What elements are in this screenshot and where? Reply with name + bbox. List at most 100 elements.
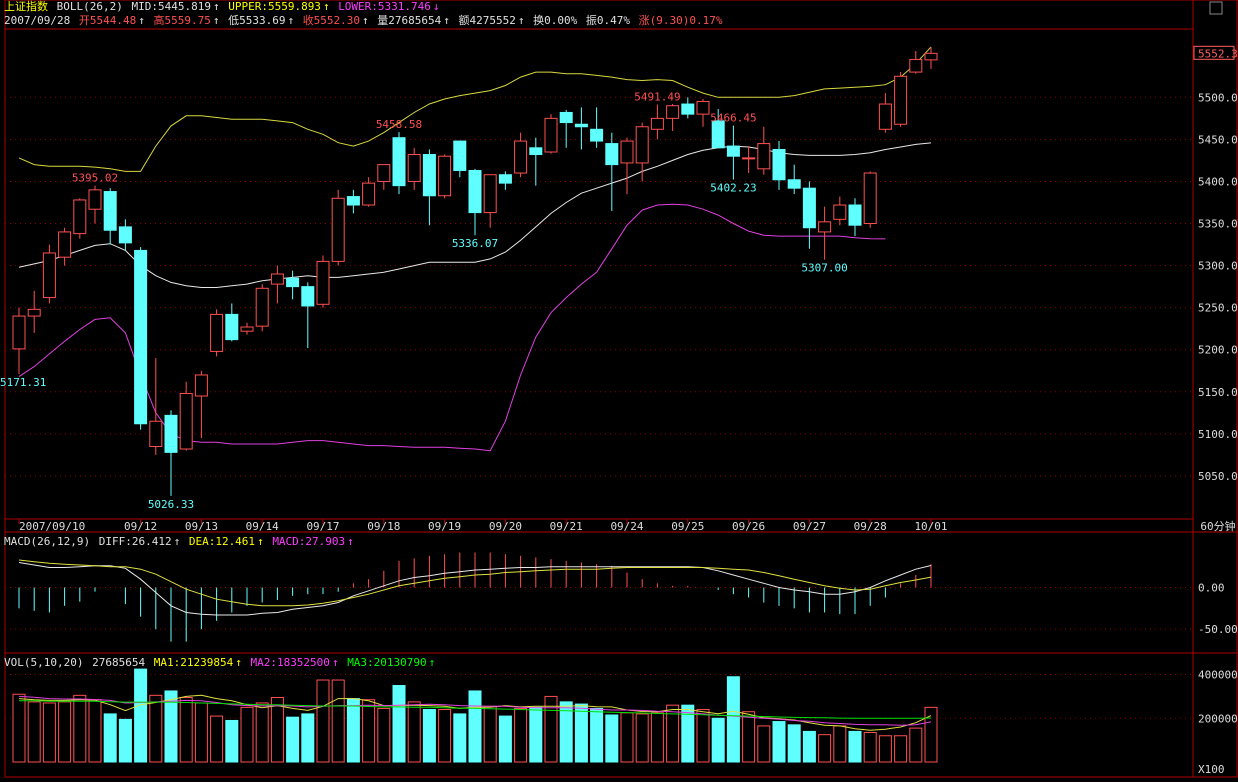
candle-body-up	[42, 252, 56, 299]
macd-params[interactable]: MACD(26,12,9)	[4, 535, 91, 548]
boll-mid-value: MID:5445.819	[131, 0, 211, 13]
volume-bar-up	[316, 679, 330, 763]
macd-dea-line	[18, 559, 932, 607]
candle-body-up	[58, 231, 72, 258]
candle-body-up	[240, 326, 254, 332]
time-tick-label: 09/20	[489, 520, 522, 533]
candle-body-up	[27, 308, 41, 317]
candle-body-down	[164, 414, 178, 453]
time-tick-label: 09/26	[732, 520, 765, 533]
candle-body-up	[666, 105, 680, 119]
candle-body-up	[194, 374, 208, 397]
volume-bar-down	[590, 707, 604, 763]
index-title[interactable]: 上证指数	[4, 0, 48, 13]
volume-bar-up	[635, 713, 649, 763]
candle-body-up	[270, 273, 284, 285]
arrow-up-icon: ↑	[138, 14, 145, 27]
candle-body-down	[468, 170, 482, 214]
quote-date: 2007/09/28	[4, 14, 71, 27]
quote-low: 低5533.69	[228, 14, 286, 27]
volume-bar-down	[559, 701, 573, 763]
price-tick-label: 5500.00	[1198, 91, 1238, 104]
candle-body-down	[134, 249, 148, 425]
indicator-name[interactable]: BOLL(26,2)	[56, 0, 123, 13]
price-tick-label: 5200.00	[1198, 344, 1238, 357]
quote-turnover: 换0.00%	[533, 14, 578, 27]
volume-bar-up	[240, 706, 254, 763]
candle-body-down	[498, 174, 512, 184]
volume-bar-up	[58, 701, 72, 763]
time-tick-label: 09/28	[854, 520, 887, 533]
volume-bar-up	[818, 734, 832, 763]
candle-body-up	[362, 182, 376, 206]
volume-bar-down	[164, 690, 178, 763]
vol-params[interactable]: VOL(5,10,20)	[4, 656, 84, 669]
candle-body-down	[103, 191, 117, 231]
extreme-annotation: 5491.49	[634, 90, 680, 103]
candle-body-down	[787, 179, 801, 189]
volume-bar-down	[574, 703, 588, 763]
extreme-annotation: 5307.00	[801, 262, 847, 275]
volume-bar-up	[894, 735, 908, 763]
extreme-annotation: 5336.07	[452, 237, 498, 250]
last-price-tag	[1193, 45, 1235, 60]
candle-body-down	[422, 154, 436, 197]
candle-body-up	[544, 117, 558, 153]
arrow-down-icon: ↓	[432, 0, 440, 13]
volume-bar-up	[377, 707, 391, 763]
macd-header: MACD(26,12,9) DIFF:26.412 ↑ DEA:12.461 ↑ M…	[4, 535, 356, 549]
main-header: 上证指数 BOLL(26,2) MID:5445.819 ↑ UPPER:5559…	[4, 0, 442, 14]
candle-body-up	[818, 221, 832, 233]
volume-bar-down	[529, 706, 543, 763]
candle-body-up	[179, 392, 193, 450]
candle-body-down	[559, 111, 573, 124]
macd-dea-value: DEA:12.461	[188, 535, 256, 548]
macd-value: MACD:27.903	[272, 535, 346, 548]
volume-bar-up	[833, 725, 847, 763]
volume-bar-up	[331, 679, 345, 763]
arrow-up-icon: ↑	[212, 0, 220, 13]
candle-body-down	[574, 123, 588, 128]
candle-body-up	[696, 101, 710, 115]
arrow-up-icon: ↑	[362, 14, 369, 27]
quote-close: 收5552.30	[302, 14, 361, 27]
volume-bar-down	[134, 668, 148, 763]
price-tick-label: 5400.00	[1198, 175, 1238, 188]
vol-value: 27685654	[92, 656, 146, 669]
last-price-label: 5552.3	[1198, 47, 1238, 60]
candle-body-down	[711, 120, 725, 149]
time-tick-label: 09/27	[793, 520, 826, 533]
time-tick-label: 09/25	[671, 520, 704, 533]
volume-bar-up	[438, 709, 452, 763]
vol-unit-label: X100	[1198, 763, 1225, 776]
quote-header: 2007/09/28 开5544.48 ↑ 高5559.75 ↑ 低5533.69 ↑…	[4, 14, 725, 28]
time-tick-label: 09/12	[124, 520, 157, 533]
outer-frame	[4, 0, 1238, 778]
quote-amount: 额4275552	[458, 14, 516, 27]
volume-bar-down	[118, 718, 132, 763]
volume-bar-down	[103, 713, 117, 763]
candle-body-down	[605, 143, 619, 166]
candle-body-up	[149, 420, 163, 447]
volume-bar-down	[301, 713, 315, 763]
volume-bar-down	[726, 676, 740, 763]
price-tick-label: 5300.00	[1198, 260, 1238, 273]
quote-open: 开5544.48	[78, 14, 137, 27]
volume-bar-down	[225, 719, 239, 763]
candle-body-up	[88, 189, 102, 210]
volume-bar-up	[194, 702, 208, 763]
price-tick-label: 5100.00	[1198, 428, 1238, 441]
volume-bar-down	[422, 709, 436, 763]
volume-bar-down	[286, 716, 300, 763]
extreme-annotation: 5395.02	[72, 172, 118, 185]
volume-bar-up	[742, 711, 756, 763]
volume-bar-up	[620, 712, 634, 763]
vol-header: VOL(5,10,20) 27685654 MA1:21239854 ↑ MA2:…	[4, 656, 437, 670]
volume-bar-down	[802, 730, 816, 763]
volume-bar-down	[772, 721, 786, 763]
volume-bar-up	[666, 704, 680, 763]
candle-body-down	[726, 145, 740, 157]
volume-bar-up	[407, 701, 421, 763]
volume-bar-up	[483, 705, 497, 763]
